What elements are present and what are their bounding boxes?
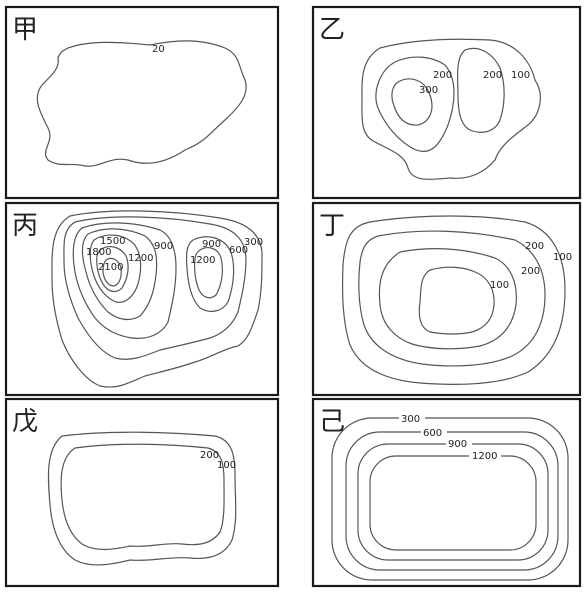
contour-line — [72, 222, 177, 339]
contour-label: 600 — [229, 245, 248, 256]
contour-label: 900 — [202, 239, 221, 250]
contour-label: 2100 — [98, 262, 123, 273]
contour-line — [89, 234, 142, 303]
contour-label: 100 — [217, 460, 236, 471]
contour-line — [194, 247, 223, 299]
contour-line — [361, 38, 541, 181]
panel-yi: 乙 200 300 200 100 — [311, 5, 582, 200]
panel-frame — [311, 397, 582, 588]
contour-label: 1200 — [190, 255, 215, 266]
label-gap — [399, 413, 425, 424]
contour-line — [378, 248, 517, 350]
contour-label: 200 — [483, 70, 502, 81]
panel-ding: 丁 200 100 200 100 — [311, 201, 582, 397]
panel-title: 戊 — [12, 407, 38, 437]
contour-line — [375, 56, 455, 153]
panel-frame — [4, 5, 280, 200]
panel-ji: 己 300 600 900 1200 — [311, 397, 582, 588]
contour-line — [357, 443, 549, 561]
panel-title: 乙 — [319, 15, 345, 45]
contour-line — [391, 78, 433, 126]
contour-label: 200 — [433, 70, 452, 81]
panel-frame — [311, 201, 582, 397]
contour-label: 1200 — [128, 253, 153, 264]
panel-title: 己 — [319, 407, 345, 437]
contour-label: 100 — [553, 252, 572, 263]
panel-wu: 戊 200 100 — [4, 397, 280, 588]
label-gap — [421, 427, 447, 438]
contour-label: 1200 — [472, 451, 497, 462]
contour-label: 200 — [521, 266, 540, 277]
contour-line — [47, 431, 237, 566]
contour-label: 1500 — [100, 236, 125, 247]
panel-jia: 甲 20 — [4, 5, 280, 200]
contour-label: 300 — [419, 85, 438, 96]
panel-title: 丙 — [12, 211, 38, 241]
label-gap — [446, 439, 472, 450]
contour-line — [102, 257, 122, 287]
panel-title: 甲 — [12, 15, 38, 45]
panel-frame — [4, 201, 280, 397]
contour-label: 900 — [448, 439, 467, 450]
contour-label: 100 — [511, 70, 530, 81]
contour-label: 900 — [154, 241, 173, 252]
contour-label: 200 — [525, 241, 544, 252]
contour-label: 1800 — [86, 247, 111, 258]
contour-line — [60, 443, 225, 551]
contour-line — [81, 228, 158, 321]
contour-line — [331, 417, 569, 581]
contour-line — [456, 47, 505, 133]
panel-frame — [311, 5, 582, 200]
contour-line — [369, 455, 537, 551]
contour-line — [418, 266, 495, 335]
contour-label: 300 — [401, 414, 420, 425]
contour-label: 300 — [244, 237, 263, 248]
contour-line — [96, 246, 129, 293]
contour-line — [358, 230, 546, 367]
contour-line — [185, 236, 235, 312]
contour-line — [63, 216, 247, 360]
contour-line — [341, 215, 566, 385]
contour-line — [345, 431, 559, 571]
label-gap — [469, 451, 501, 462]
panel-bing: 丙 1500 1800 2100 1200 900 900 1200 600 3… — [4, 201, 280, 397]
contour-label: 100 — [490, 280, 509, 291]
panel-frame — [4, 397, 280, 588]
contour-line — [36, 40, 247, 167]
contour-label: 20 — [152, 44, 165, 55]
contour-line — [51, 210, 263, 388]
panel-title: 丁 — [319, 211, 345, 241]
contour-label: 200 — [200, 450, 219, 461]
contour-label: 600 — [423, 428, 442, 439]
